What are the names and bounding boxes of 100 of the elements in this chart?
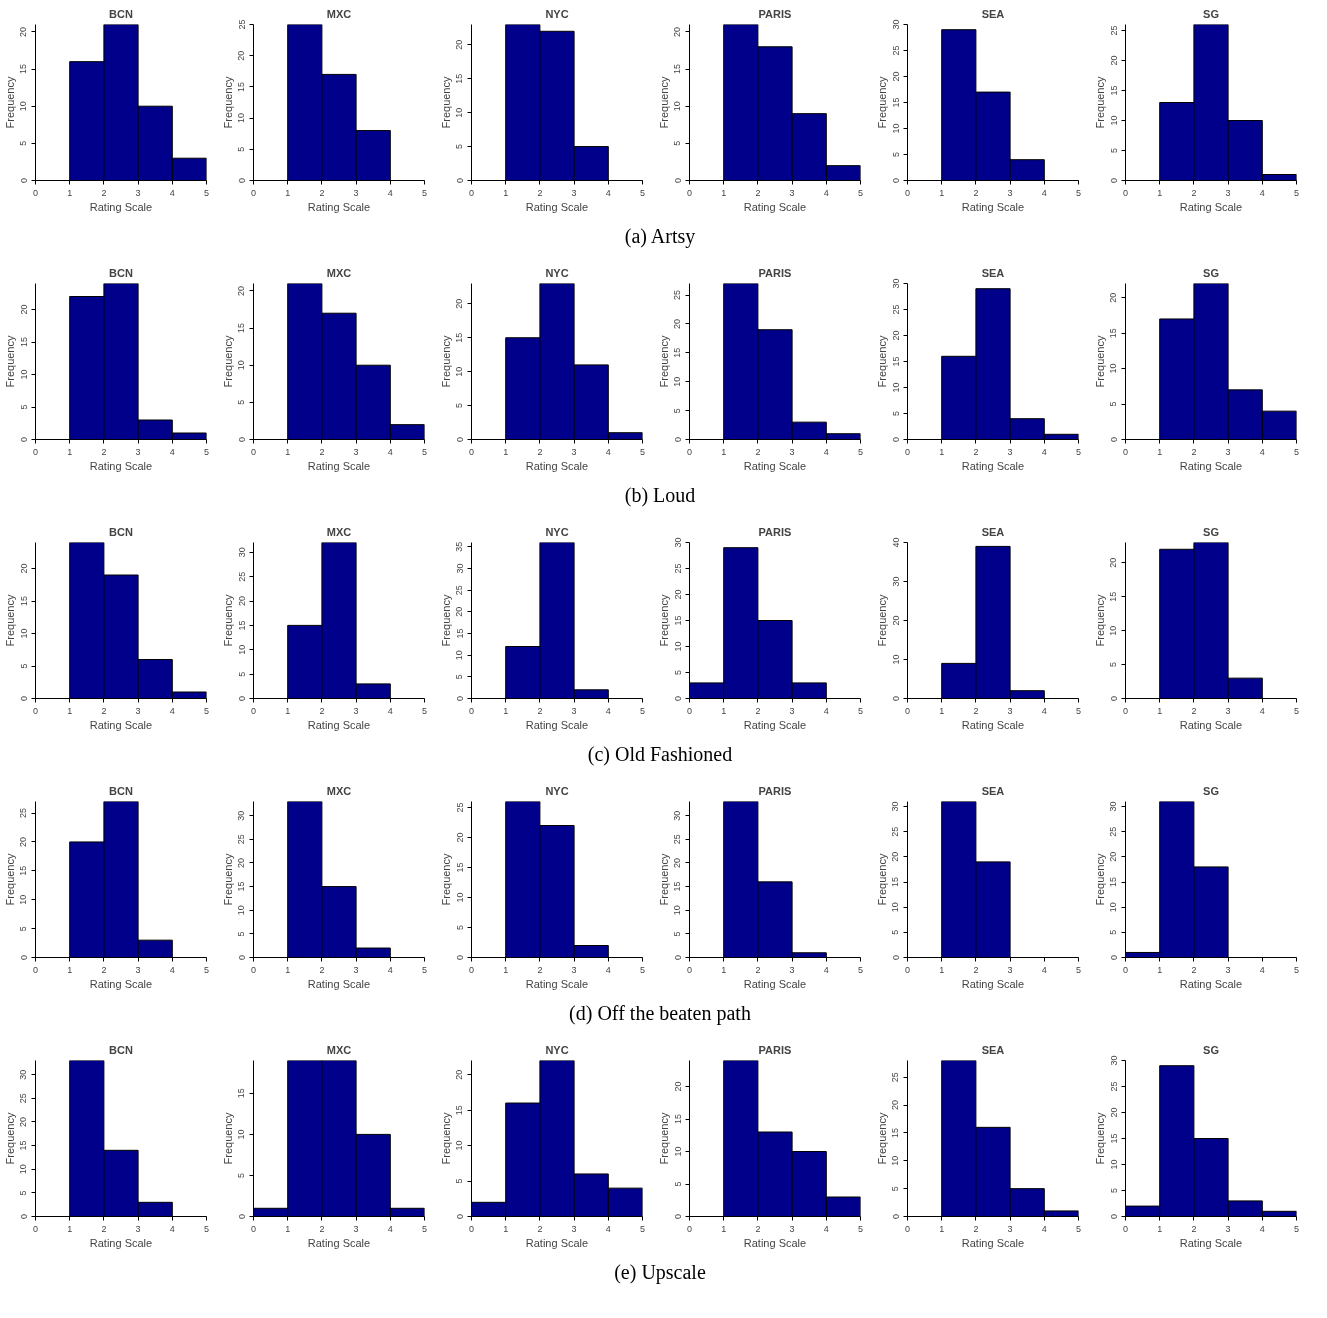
- x-tick-label: 2: [319, 964, 325, 975]
- chart-title: PARIS: [758, 1043, 792, 1056]
- y-tick-label: 10: [890, 654, 901, 665]
- x-tick-label: 4: [169, 705, 175, 716]
- x-tick-label: 5: [422, 964, 428, 975]
- x-tick-label: 3: [789, 705, 795, 716]
- y-tick-label: 25: [672, 290, 683, 301]
- x-tick-label: 4: [387, 964, 393, 975]
- x-axis-title: Rating Scale: [525, 1236, 589, 1249]
- x-tick-label: 4: [823, 187, 829, 198]
- x-tick-label: 2: [537, 705, 543, 716]
- y-tick-label: 15: [18, 595, 29, 607]
- x-tick-label: 1: [721, 705, 727, 716]
- x-tick-label: 2: [973, 187, 979, 198]
- x-tick-label: 2: [755, 187, 761, 198]
- x-tick-label: 1: [67, 446, 73, 457]
- y-tick-label: 10: [1108, 1159, 1119, 1170]
- x-tick-label: 1: [67, 187, 73, 198]
- x-tick-label: 3: [353, 705, 359, 716]
- y-tick-label: 35: [454, 541, 465, 552]
- chart-title: SG: [1203, 525, 1219, 538]
- y-tick-label: 20: [236, 285, 247, 296]
- y-tick-label: 5: [236, 1172, 247, 1178]
- x-tick-label: 0: [905, 187, 911, 198]
- x-tick-label: 5: [640, 964, 646, 975]
- y-tick-label: 10: [18, 1164, 29, 1175]
- y-tick-label: 15: [18, 336, 29, 348]
- y-tick-label: 5: [236, 931, 247, 937]
- chart-title: MXC: [326, 1043, 352, 1056]
- x-tick-label: 0: [251, 446, 257, 457]
- chart-title: SG: [1203, 7, 1219, 20]
- x-tick-label: 4: [1259, 705, 1265, 716]
- y-tick-label: 20: [18, 26, 29, 37]
- x-tick-label: 3: [571, 705, 577, 716]
- y-tick-label: 0: [672, 695, 683, 701]
- y-tick-label: 30: [890, 278, 901, 289]
- x-tick-label: 4: [1041, 187, 1047, 198]
- x-tick-label: 4: [1259, 187, 1265, 198]
- x-tick-label: 2: [1191, 705, 1197, 716]
- x-tick-label: 0: [1123, 446, 1129, 457]
- x-tick-label: 5: [1294, 964, 1300, 975]
- x-tick-label: 1: [1157, 187, 1163, 198]
- y-tick-label: 5: [454, 674, 465, 680]
- x-tick-label: 4: [387, 187, 393, 198]
- y-tick-label: 10: [236, 1129, 247, 1140]
- y-tick-label: 0: [890, 954, 901, 960]
- y-tick-label: 25: [18, 1093, 29, 1104]
- text: (e) Upscale: [614, 1260, 706, 1286]
- x-tick-label: 2: [1191, 964, 1197, 975]
- y-tick-label: 5: [890, 151, 901, 157]
- x-tick-label: 2: [537, 964, 543, 975]
- x-axis-title: Rating Scale: [89, 718, 153, 731]
- chart-title: BCN: [109, 7, 133, 20]
- y-tick-label: 20: [890, 851, 901, 862]
- y-tick-label: 15: [18, 865, 29, 876]
- y-tick-label: 20: [1108, 557, 1119, 568]
- y-tick-label: 10: [672, 101, 683, 112]
- x-tick-label: 5: [422, 187, 428, 198]
- y-tick-label: 5: [18, 140, 29, 146]
- y-tick-label: 20: [1108, 851, 1119, 862]
- x-tick-label: 0: [251, 1223, 257, 1234]
- x-axis-title: Rating Scale: [961, 459, 1025, 472]
- y-tick-label: 5: [454, 1178, 465, 1184]
- y-axis-title: Frequency: [439, 76, 452, 129]
- x-axis-title: Rating Scale: [743, 459, 807, 472]
- chart-title: SEA: [981, 525, 1005, 538]
- y-tick-label: 10: [454, 892, 465, 903]
- text: (a) Artsy: [624, 224, 696, 250]
- y-tick-label: 30: [236, 547, 247, 558]
- y-tick-label: 30: [1108, 1055, 1119, 1066]
- y-axis-title: Frequency: [657, 853, 670, 906]
- y-tick-label: 25: [236, 571, 247, 582]
- y-axis-title: Frequency: [875, 335, 888, 388]
- x-tick-label: 3: [1007, 446, 1013, 457]
- x-tick-label: 4: [387, 446, 393, 457]
- x-tick-label: 3: [1225, 187, 1231, 198]
- x-tick-label: 3: [353, 1223, 359, 1234]
- x-tick-label: 0: [687, 446, 693, 457]
- x-axis-title: Rating Scale: [525, 200, 589, 213]
- x-tick-label: 5: [640, 1223, 646, 1234]
- x-axis-title: Rating Scale: [525, 977, 589, 990]
- x-tick-label: 3: [1007, 1223, 1013, 1234]
- y-axis-title: Frequency: [875, 1112, 888, 1165]
- x-tick-label: 2: [101, 964, 107, 975]
- y-tick-label: 10: [18, 101, 29, 112]
- x-tick-label: 0: [33, 1223, 39, 1234]
- y-tick-label: 10: [672, 641, 683, 652]
- x-tick-label: 1: [721, 964, 727, 975]
- chart-title: NYC: [545, 266, 569, 279]
- x-tick-label: 1: [503, 705, 509, 716]
- x-axis-title: Rating Scale: [89, 1236, 153, 1249]
- y-axis-title: Frequency: [1093, 853, 1106, 906]
- x-axis-title: Rating Scale: [89, 977, 153, 990]
- y-tick-label: 5: [18, 1190, 29, 1196]
- chart-title: PARIS: [758, 525, 792, 538]
- x-tick-label: 5: [858, 446, 864, 457]
- y-tick-label: 20: [1108, 1107, 1119, 1118]
- x-tick-label: 0: [251, 187, 257, 198]
- x-tick-label: 4: [1259, 446, 1265, 457]
- y-tick-label: 5: [18, 663, 29, 669]
